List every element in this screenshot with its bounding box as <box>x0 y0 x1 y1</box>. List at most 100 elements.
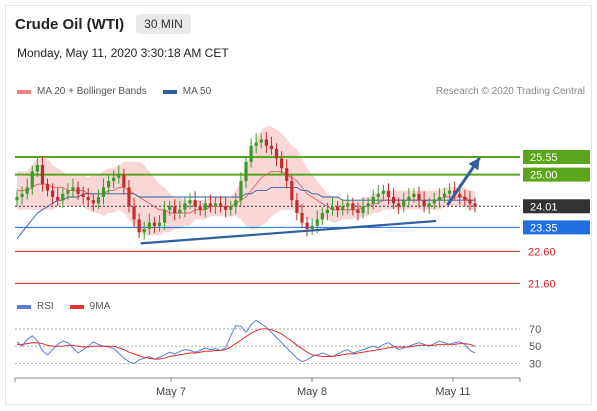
candle-body-75 <box>397 203 401 207</box>
candle-body-55 <box>295 200 299 213</box>
legend-swatch-rsi <box>17 304 31 309</box>
level-tag-2 <box>523 199 590 214</box>
candle-body-29 <box>162 209 167 223</box>
candle-body-36 <box>198 206 202 210</box>
candle-body-48 <box>259 139 263 143</box>
candle-body-46 <box>249 145 253 162</box>
level-label-0: 25.55 <box>530 152 558 164</box>
candle-body-47 <box>254 142 258 146</box>
candle-body-7 <box>51 190 55 197</box>
candle-body-30 <box>168 206 172 210</box>
candle-body-39 <box>213 203 218 207</box>
candle-body-52 <box>280 158 284 169</box>
candle-body-27 <box>152 222 156 226</box>
candle-body-1 <box>20 193 24 197</box>
x-tick-label-0: May 7 <box>156 386 186 398</box>
level-label-5: 21.60 <box>528 278 556 290</box>
candle-body-3 <box>30 171 34 188</box>
candle-body-17 <box>101 187 106 197</box>
chart-frame <box>5 5 592 405</box>
candle-body-43 <box>234 200 238 207</box>
candle-body-14 <box>86 197 90 201</box>
legend-label-ma50: MA 50 <box>182 86 212 97</box>
forecast-arrow-head <box>468 157 480 171</box>
candle-body-80 <box>422 200 426 207</box>
candle-body-87 <box>458 193 462 197</box>
candle-body-35 <box>193 200 197 207</box>
x-tick-label-1: May 8 <box>297 386 327 398</box>
candle-body-62 <box>330 206 335 210</box>
candle-body-50 <box>269 145 274 149</box>
candle-body-20 <box>117 174 121 178</box>
candle-body-32 <box>178 209 182 213</box>
candle-body-18 <box>107 181 111 188</box>
rsi-legend: RSI 9MA <box>17 301 110 312</box>
candle-body-85 <box>447 190 452 194</box>
candle-body-56 <box>300 213 304 223</box>
level-label-1: 25.00 <box>530 170 558 182</box>
candle-body-9 <box>61 193 65 201</box>
candle-body-49 <box>264 139 268 146</box>
candle-body-19 <box>112 177 116 181</box>
support-trendline <box>140 219 437 245</box>
legend-label-ma20: MA 20 + Bollinger Bands <box>37 86 147 97</box>
candle-body-79 <box>417 193 421 201</box>
legend-label-rsi: RSI <box>37 301 54 312</box>
candle-body-38 <box>208 203 212 207</box>
candle-body-6 <box>45 184 50 191</box>
candle-body-70 <box>371 197 375 204</box>
candle-body-31 <box>173 206 177 213</box>
candle-body-54 <box>290 181 294 201</box>
candle-body-83 <box>437 197 441 201</box>
level-label-4: 22.60 <box>528 246 556 258</box>
candle-body-78 <box>412 193 416 197</box>
candle-body-10 <box>66 190 70 194</box>
candle-body-4 <box>35 165 39 172</box>
rsi-line <box>16 319 476 364</box>
candle-body-65 <box>346 203 350 207</box>
candle-body-74 <box>391 197 396 204</box>
candle-body-42 <box>229 206 233 210</box>
candle-body-13 <box>81 193 85 197</box>
candle-body-40 <box>218 203 223 207</box>
candle-body-60 <box>320 213 324 220</box>
legend-swatch-ma50 <box>162 89 177 94</box>
candle-body-28 <box>157 222 162 226</box>
candle-body-0 <box>15 197 19 201</box>
rsi-tick-1: 50 <box>529 341 541 353</box>
candle-body-53 <box>285 168 289 181</box>
instrument-title: Crude Oil (WTI) <box>15 15 125 33</box>
legend-swatch-9ma <box>69 304 84 309</box>
candle-body-25 <box>142 229 146 233</box>
candle-body-77 <box>407 197 411 201</box>
timeframe-badge[interactable]: 30 MIN <box>136 14 191 34</box>
candle-body-11 <box>71 187 75 191</box>
candle-body-37 <box>203 203 207 210</box>
rsi-9ma-line <box>17 328 476 360</box>
candle-body-90 <box>473 203 477 207</box>
candle-body-24 <box>137 219 141 233</box>
candle-body-5 <box>40 165 45 185</box>
level-tag-3 <box>523 220 590 235</box>
candle-body-76 <box>402 200 406 207</box>
candle-body-21 <box>122 174 126 188</box>
candle-body-72 <box>381 190 385 194</box>
chart-credit: Research © 2020 Trading Central <box>435 86 585 97</box>
chart-header: Crude Oil (WTI) 30 MIN <box>15 14 191 34</box>
candle-body-15 <box>91 200 95 204</box>
candle-body-69 <box>366 203 370 207</box>
legend-swatch-ma20 <box>17 89 31 94</box>
candle-body-71 <box>376 193 380 197</box>
candle-body-8 <box>56 197 60 201</box>
candle-body-34 <box>188 200 192 204</box>
main-legend: MA 20 + Bollinger Bands MA 50 <box>17 86 211 97</box>
candle-body-82 <box>432 200 436 204</box>
candle-body-64 <box>341 206 345 210</box>
candle-body-57 <box>305 222 309 229</box>
candle-body-44 <box>239 181 243 201</box>
candle-body-61 <box>325 209 330 213</box>
candle-body-66 <box>351 203 355 210</box>
candle-body-26 <box>147 222 151 229</box>
level-label-3: 23.35 <box>530 222 558 234</box>
